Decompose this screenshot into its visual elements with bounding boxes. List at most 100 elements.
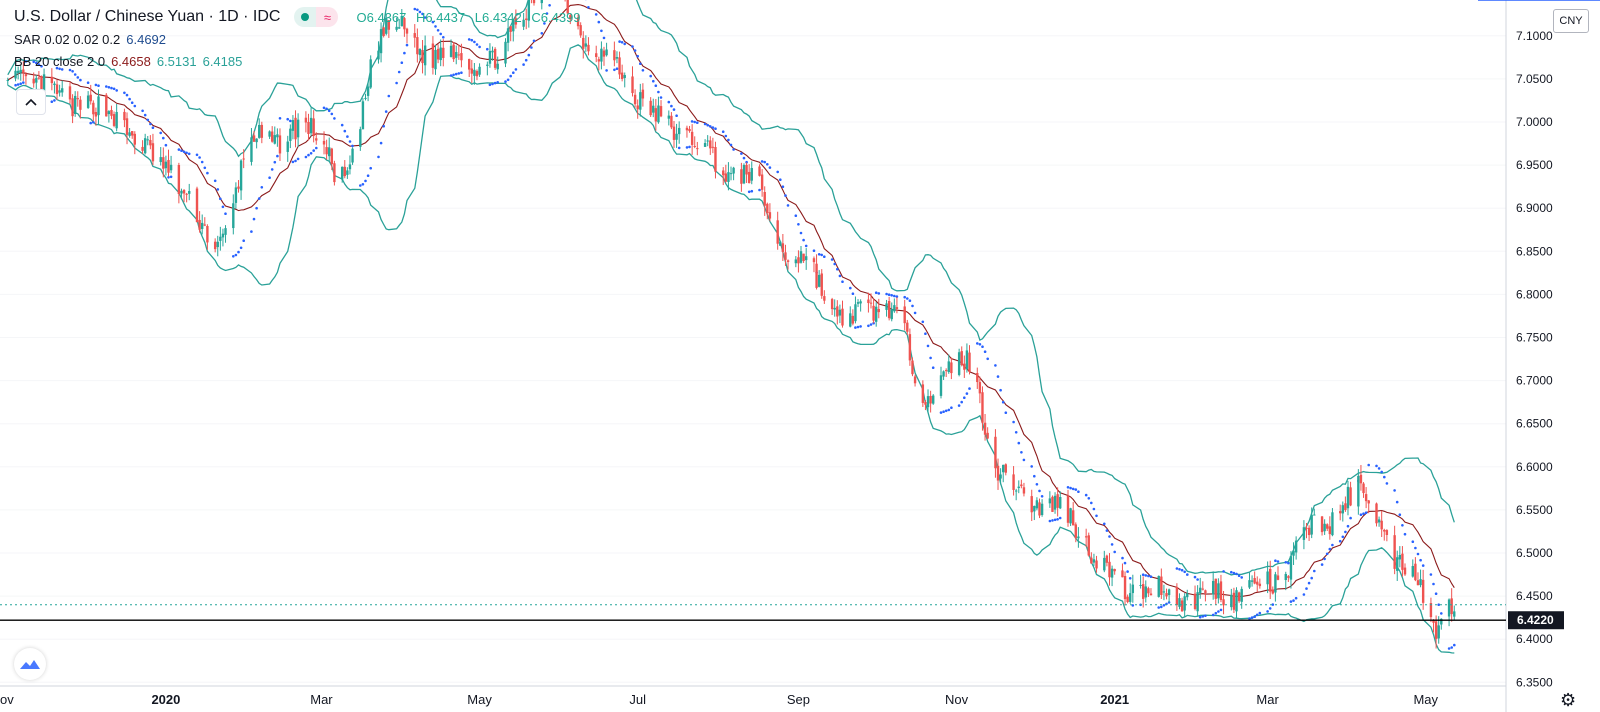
candle	[729, 166, 733, 181]
candle-body	[421, 50, 424, 64]
candle	[164, 155, 168, 176]
candle	[566, 0, 569, 15]
candle	[595, 45, 598, 63]
sar-dot	[1001, 400, 1005, 404]
candle	[1131, 574, 1135, 603]
candle-body	[633, 94, 637, 105]
candle-body	[1232, 592, 1236, 610]
sar-dot	[270, 168, 274, 171]
candle	[1004, 463, 1007, 476]
candle	[1196, 585, 1199, 616]
candle	[216, 235, 219, 257]
status-pill[interactable]: ≈	[294, 7, 339, 27]
sar-dot	[1069, 486, 1072, 490]
candle	[1211, 571, 1215, 600]
candle-body	[1305, 527, 1308, 529]
candle-body	[436, 48, 440, 60]
sar-dot	[1287, 561, 1290, 565]
currency-button[interactable]: CNY	[1553, 9, 1589, 33]
y-tick-label: 6.9500	[1516, 158, 1553, 172]
candle	[1147, 586, 1150, 598]
candle	[141, 140, 144, 155]
candle-body	[849, 313, 852, 327]
candle	[887, 296, 891, 321]
sar-dot	[1377, 467, 1381, 470]
sar-dot	[524, 58, 528, 62]
candle	[68, 81, 72, 104]
sar-dot	[200, 160, 204, 164]
candle-body	[252, 135, 256, 142]
candle	[307, 113, 310, 141]
candle	[439, 39, 442, 67]
candle	[522, 12, 525, 31]
candle	[1287, 575, 1290, 582]
candle	[1385, 529, 1389, 542]
candle	[618, 51, 621, 79]
candle-body	[418, 48, 422, 56]
candle-body	[1294, 540, 1298, 553]
candle-body	[1129, 593, 1132, 602]
sar-dot	[22, 81, 25, 84]
candle	[146, 136, 149, 146]
candle-body	[291, 120, 295, 131]
sar-dot	[654, 84, 658, 87]
sar-dot	[597, 20, 601, 24]
candle-body	[851, 315, 855, 324]
candle	[405, 27, 409, 44]
candle	[1403, 563, 1407, 576]
sar-dot	[467, 38, 471, 41]
sar-dot	[304, 155, 308, 159]
candle	[763, 186, 766, 216]
sar-legend-row[interactable]: SAR 0.02 0.02 0.2 6.4692	[14, 28, 587, 50]
sar-dot	[963, 396, 966, 400]
candle-body	[690, 131, 694, 145]
candle	[527, 0, 531, 28]
candle	[1266, 561, 1269, 594]
bb-legend-row[interactable]: BB 20 close 2 0 6.4658 6.5131 6.4185	[14, 50, 587, 72]
sar-dot	[1255, 613, 1259, 617]
gear-icon[interactable]: ⚙	[1560, 690, 1577, 710]
sar-dot	[1219, 608, 1223, 612]
candle-body	[398, 27, 401, 29]
candle	[667, 110, 671, 126]
support-price-label-box	[1508, 611, 1564, 630]
sar-dot	[947, 408, 951, 412]
symbol-title[interactable]: U.S. Dollar / Chinese Yuan · 1D · IDC	[14, 8, 281, 25]
candle-body	[714, 147, 717, 172]
collapse-legend-button[interactable]	[16, 89, 46, 115]
sar-dot	[50, 100, 54, 103]
candle-body	[55, 84, 59, 95]
sar-dot	[903, 295, 906, 299]
sar-dot	[913, 311, 917, 315]
candle-body	[1313, 514, 1316, 516]
sar-dot	[1053, 518, 1057, 522]
candle	[14, 66, 17, 82]
sar-dot	[260, 186, 264, 189]
candle-body	[504, 41, 507, 64]
sar-dot	[40, 65, 43, 68]
sar-dot	[296, 157, 300, 161]
candle	[786, 259, 790, 270]
candle-body	[359, 129, 362, 147]
tradingview-logo-icon[interactable]	[14, 648, 46, 680]
candle-body	[677, 127, 681, 135]
sar-dot	[543, 22, 546, 25]
candle-body	[509, 26, 512, 32]
candle	[968, 345, 971, 375]
candle-body	[162, 157, 165, 169]
sar-dot	[994, 364, 997, 367]
candle-body	[659, 106, 663, 117]
candle-body	[1038, 502, 1041, 516]
candle-body	[206, 226, 209, 243]
sar-dot	[151, 126, 155, 129]
candle	[475, 69, 479, 81]
candle-body	[442, 47, 445, 58]
sar-dot	[802, 238, 805, 242]
candle-body	[947, 361, 950, 373]
candle	[112, 111, 116, 128]
candle-body	[1411, 566, 1414, 577]
candle-body	[304, 117, 308, 123]
candle	[576, 14, 580, 30]
candle-body	[776, 220, 779, 244]
